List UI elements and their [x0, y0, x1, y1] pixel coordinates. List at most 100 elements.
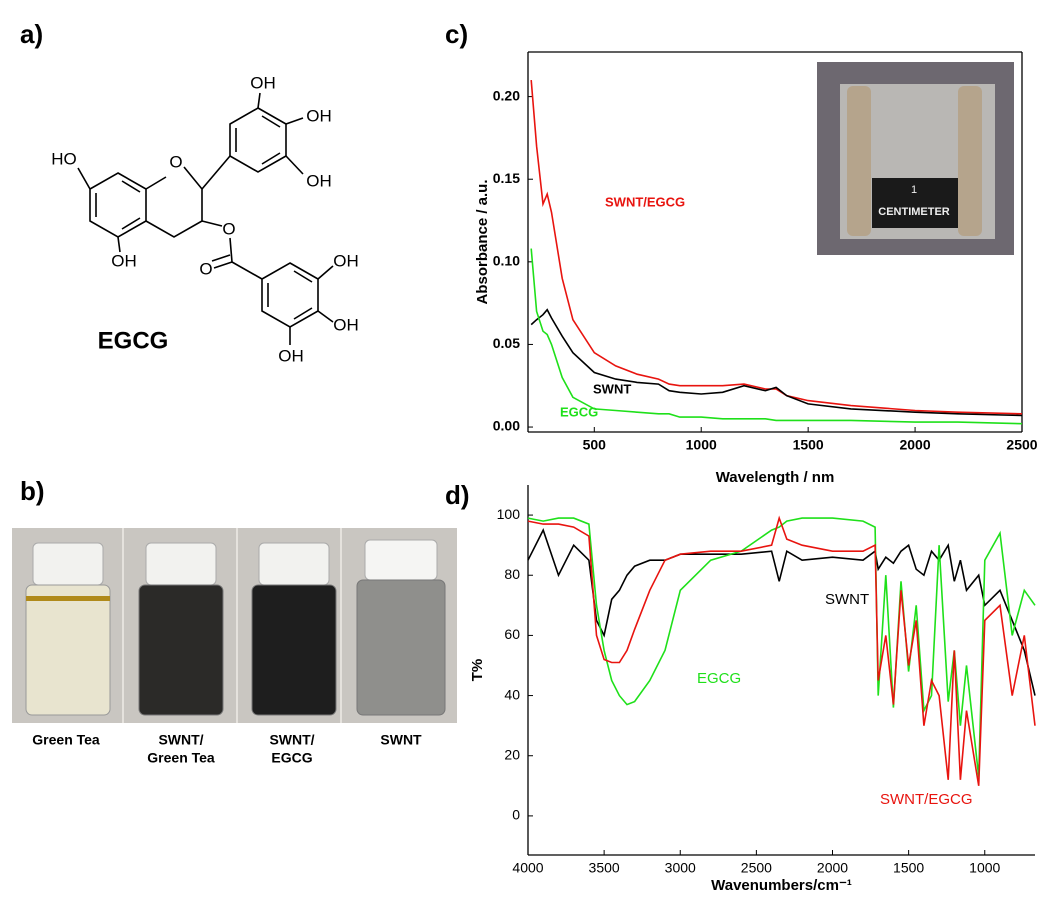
y-tick-label: 0.15 — [493, 170, 520, 186]
photo-caption: SWNT/ — [269, 732, 314, 748]
bond — [317, 265, 334, 280]
vial-body — [251, 584, 337, 716]
vial-cap — [364, 539, 438, 581]
bond — [317, 310, 334, 323]
inset-electrode — [958, 86, 982, 236]
panel-label: d) — [445, 480, 470, 510]
vial-cap — [258, 542, 330, 586]
x-tick-label: 2500 — [1006, 437, 1037, 453]
data-line — [530, 308, 1023, 417]
photo-divider — [340, 528, 342, 723]
bond — [201, 220, 223, 227]
series-label: SWNT — [825, 591, 869, 608]
photo-caption: Green Tea — [147, 750, 215, 766]
bond — [213, 261, 233, 269]
bond — [231, 261, 263, 280]
bond — [293, 270, 313, 283]
bond — [121, 180, 141, 193]
data-line — [527, 515, 1036, 786]
y-tick-label: 0.10 — [493, 253, 520, 269]
atom-label: O — [199, 259, 212, 278]
y-tick-label: 20 — [504, 746, 520, 762]
bond — [285, 117, 304, 125]
x-tick-label: 3000 — [665, 860, 696, 876]
data-line — [530, 248, 1023, 425]
y-tick-label: 80 — [504, 566, 520, 582]
bond — [121, 217, 141, 230]
series-label: EGCG — [560, 404, 598, 419]
inset-photo: 1 CENTIMETER — [817, 62, 1014, 255]
x-tick-label: 500 — [583, 437, 607, 453]
series-label: SWNT/EGCG — [605, 194, 685, 209]
bond — [211, 254, 231, 262]
vial-body — [25, 584, 111, 716]
vial-meniscus — [26, 596, 110, 601]
panel-label: b) — [20, 476, 45, 506]
compound-name: EGCG — [98, 327, 169, 354]
vial-body — [138, 584, 224, 716]
photo-caption: SWNT — [380, 732, 422, 748]
x-tick-label: 2500 — [741, 860, 772, 876]
x-tick-label: 3500 — [589, 860, 620, 876]
series-label: SWNT — [593, 381, 631, 396]
y-tick-label: 0.00 — [493, 418, 520, 434]
series-label: SWNT/EGCG — [880, 791, 973, 808]
atom-label: OH — [111, 251, 137, 270]
atom-label: OH — [333, 315, 359, 334]
x-tick-label: 2000 — [817, 860, 848, 876]
photo-caption: Green Tea — [32, 732, 100, 748]
y-tick-label: 100 — [497, 506, 521, 522]
photo-caption: SWNT/ — [158, 732, 203, 748]
bond — [145, 166, 203, 238]
vial-cap — [145, 542, 217, 586]
y-tick-label: 40 — [504, 686, 520, 702]
x-axis-title: Wavelength / nm — [716, 469, 835, 486]
y-tick-label: 60 — [504, 626, 520, 642]
inset-electrode — [847, 86, 871, 236]
bond — [89, 172, 147, 238]
x-tick-label: 1000 — [969, 860, 1000, 876]
photo-divider — [122, 528, 124, 723]
panel-label: c) — [445, 19, 468, 49]
data-line — [527, 517, 1036, 777]
vial-cap — [32, 542, 104, 586]
bond — [229, 107, 287, 173]
bond — [257, 92, 261, 109]
atom-label: OH — [278, 346, 304, 365]
bond — [117, 236, 121, 253]
atom-label: O — [222, 219, 235, 238]
bond — [145, 176, 167, 190]
bond — [285, 155, 304, 175]
atom-label: HO — [51, 149, 77, 168]
y-tick-label: 0 — [512, 807, 520, 823]
x-tick-label: 4000 — [512, 860, 543, 876]
atom-label: OH — [306, 171, 332, 190]
x-tick-label: 1500 — [793, 437, 824, 453]
photo-caption: EGCG — [271, 750, 312, 766]
x-axis-title: Wavenumbers/cm⁻¹ — [711, 877, 852, 894]
molecule: HO O OH OH OH OH O O OH OH OH EGCG — [51, 73, 359, 365]
photo-divider — [236, 528, 238, 723]
inset-text: CENTIMETER — [878, 206, 950, 218]
atom-label: OH — [306, 106, 332, 125]
y-axis-title: T% — [469, 659, 486, 682]
vial-body — [356, 579, 446, 716]
atom-label: O — [169, 152, 182, 171]
inset-ruler — [872, 178, 958, 228]
x-tick-label: 1000 — [686, 437, 717, 453]
x-tick-label: 1500 — [893, 860, 924, 876]
atom-label: OH — [333, 251, 359, 270]
data-line — [527, 528, 1036, 696]
series-label: EGCG — [697, 670, 741, 687]
y-tick-label: 0.05 — [493, 335, 520, 351]
panel-label: a) — [20, 19, 43, 49]
bond — [261, 262, 319, 328]
y-axis-title: Absorbance / a.u. — [474, 179, 491, 304]
bond — [261, 115, 281, 128]
x-tick-label: 2000 — [899, 437, 930, 453]
inset-text: 1 — [911, 184, 917, 196]
y-tick-label: 0.20 — [493, 87, 520, 103]
bond — [201, 155, 231, 190]
atom-label: OH — [250, 73, 276, 92]
